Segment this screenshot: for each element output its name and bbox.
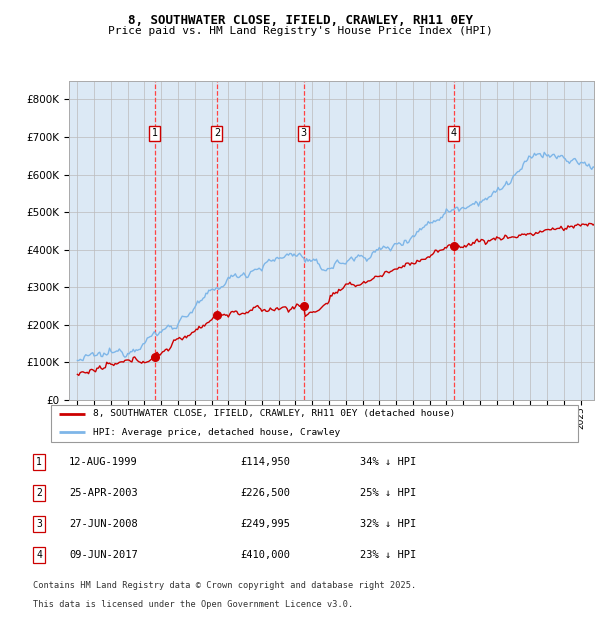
Text: Price paid vs. HM Land Registry's House Price Index (HPI): Price paid vs. HM Land Registry's House … <box>107 26 493 36</box>
Text: 2: 2 <box>36 488 42 498</box>
Text: 1: 1 <box>36 457 42 467</box>
Text: HPI: Average price, detached house, Crawley: HPI: Average price, detached house, Craw… <box>94 428 341 437</box>
Text: 3: 3 <box>36 519 42 529</box>
Text: This data is licensed under the Open Government Licence v3.0.: This data is licensed under the Open Gov… <box>33 600 353 609</box>
Text: 1: 1 <box>152 128 158 138</box>
Text: £114,950: £114,950 <box>240 457 290 467</box>
FancyBboxPatch shape <box>50 405 578 441</box>
Text: £410,000: £410,000 <box>240 550 290 560</box>
Text: £226,500: £226,500 <box>240 488 290 498</box>
Text: Contains HM Land Registry data © Crown copyright and database right 2025.: Contains HM Land Registry data © Crown c… <box>33 581 416 590</box>
Text: 8, SOUTHWATER CLOSE, IFIELD, CRAWLEY, RH11 0EY (detached house): 8, SOUTHWATER CLOSE, IFIELD, CRAWLEY, RH… <box>94 409 455 419</box>
Text: £249,995: £249,995 <box>240 519 290 529</box>
Text: 2: 2 <box>214 128 220 138</box>
Text: 4: 4 <box>451 128 457 138</box>
Text: 3: 3 <box>301 128 307 138</box>
Text: 09-JUN-2017: 09-JUN-2017 <box>69 550 138 560</box>
Text: 32% ↓ HPI: 32% ↓ HPI <box>360 519 416 529</box>
Text: 25% ↓ HPI: 25% ↓ HPI <box>360 488 416 498</box>
Text: 4: 4 <box>36 550 42 560</box>
Text: 25-APR-2003: 25-APR-2003 <box>69 488 138 498</box>
Text: 23% ↓ HPI: 23% ↓ HPI <box>360 550 416 560</box>
Text: 27-JUN-2008: 27-JUN-2008 <box>69 519 138 529</box>
Text: 8, SOUTHWATER CLOSE, IFIELD, CRAWLEY, RH11 0EY: 8, SOUTHWATER CLOSE, IFIELD, CRAWLEY, RH… <box>128 14 473 27</box>
Text: 12-AUG-1999: 12-AUG-1999 <box>69 457 138 467</box>
Text: 34% ↓ HPI: 34% ↓ HPI <box>360 457 416 467</box>
